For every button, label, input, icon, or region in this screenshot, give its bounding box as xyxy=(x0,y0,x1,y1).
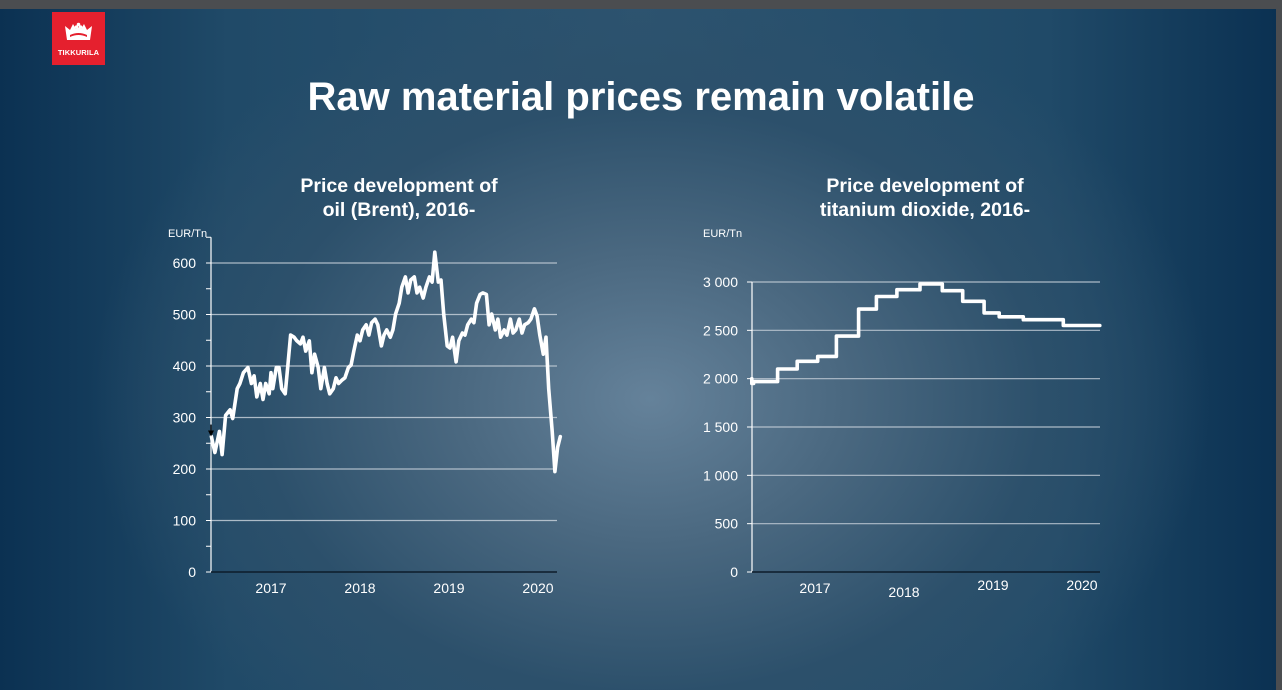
oil-y-tick-label: 100 xyxy=(173,513,197,529)
tio2-y-tick-label: 2 000 xyxy=(703,371,738,387)
oil-x-tick-label: 2020 xyxy=(522,580,553,596)
oil-y-tick-label: 600 xyxy=(173,255,197,271)
oil-x-tick-label: 2019 xyxy=(433,580,464,596)
oil-price-chart: 0 100 200 300 400 500 600 2017 2018 2019 2020 xyxy=(173,236,563,596)
tio2-x-tick-label: 2019 xyxy=(977,577,1008,593)
tikkurila-logo: TIKKURILA xyxy=(52,12,105,65)
tio2-x-tick-label: 2020 xyxy=(1066,577,1097,593)
logo-text: TIKKURILA xyxy=(57,48,100,57)
oil-y-tick-label: 300 xyxy=(173,410,197,426)
oil-y-tick-label: 0 xyxy=(188,564,196,580)
oil-y-tick-label: 400 xyxy=(173,358,197,374)
slide-title: Raw material prices remain volatile xyxy=(307,75,975,119)
oil-y-tick-label: 500 xyxy=(173,307,197,323)
oil-x-tick-label: 2018 xyxy=(344,580,375,596)
tio2-y-tick-label: 0 xyxy=(730,564,738,580)
oil-chart-title-line1: Price development of xyxy=(300,175,498,197)
tio2-y-tick-label: 2 500 xyxy=(703,322,738,338)
tio2-y-unit-label: EUR/Tn xyxy=(703,228,743,240)
oil-chart-title: Price development of oil (Brent), 2016- xyxy=(219,174,579,222)
tio2-x-tick-label: 2018 xyxy=(888,584,919,600)
start-marker-arrowhead-icon xyxy=(208,430,214,437)
tio2-price-chart: 0 500 1 000 1 500 2 000 2 500 3 000 2017 2018 201… xyxy=(703,274,1102,600)
tio2-y-tick-label: 500 xyxy=(715,516,739,532)
oil-y-unit-label: EUR/Tn xyxy=(168,228,208,240)
oil-series-line xyxy=(209,250,563,474)
tio2-y-tick-label: 1 500 xyxy=(703,419,738,435)
tio2-y-tick-label: 1 000 xyxy=(703,467,738,483)
slide: TIKKURILA Raw material prices remain vol… xyxy=(0,9,1276,690)
tio2-x-tick-label: 2017 xyxy=(799,580,830,596)
tio2-chart-title-line2: titanium dioxide, 2016- xyxy=(819,199,1031,221)
tio2-chart-title: Price development of titanium dioxide, 2… xyxy=(745,174,1105,222)
tio2-chart-title-line1: Price development of xyxy=(826,175,1024,197)
oil-chart-title-line2: oil (Brent), 2016- xyxy=(322,199,476,221)
oil-y-tick-label: 200 xyxy=(173,461,197,477)
crown-icon xyxy=(65,22,92,40)
tio2-y-tick-label: 3 000 xyxy=(703,274,738,290)
oil-x-tick-label: 2017 xyxy=(255,580,286,596)
tio2-series-line xyxy=(750,282,1102,386)
